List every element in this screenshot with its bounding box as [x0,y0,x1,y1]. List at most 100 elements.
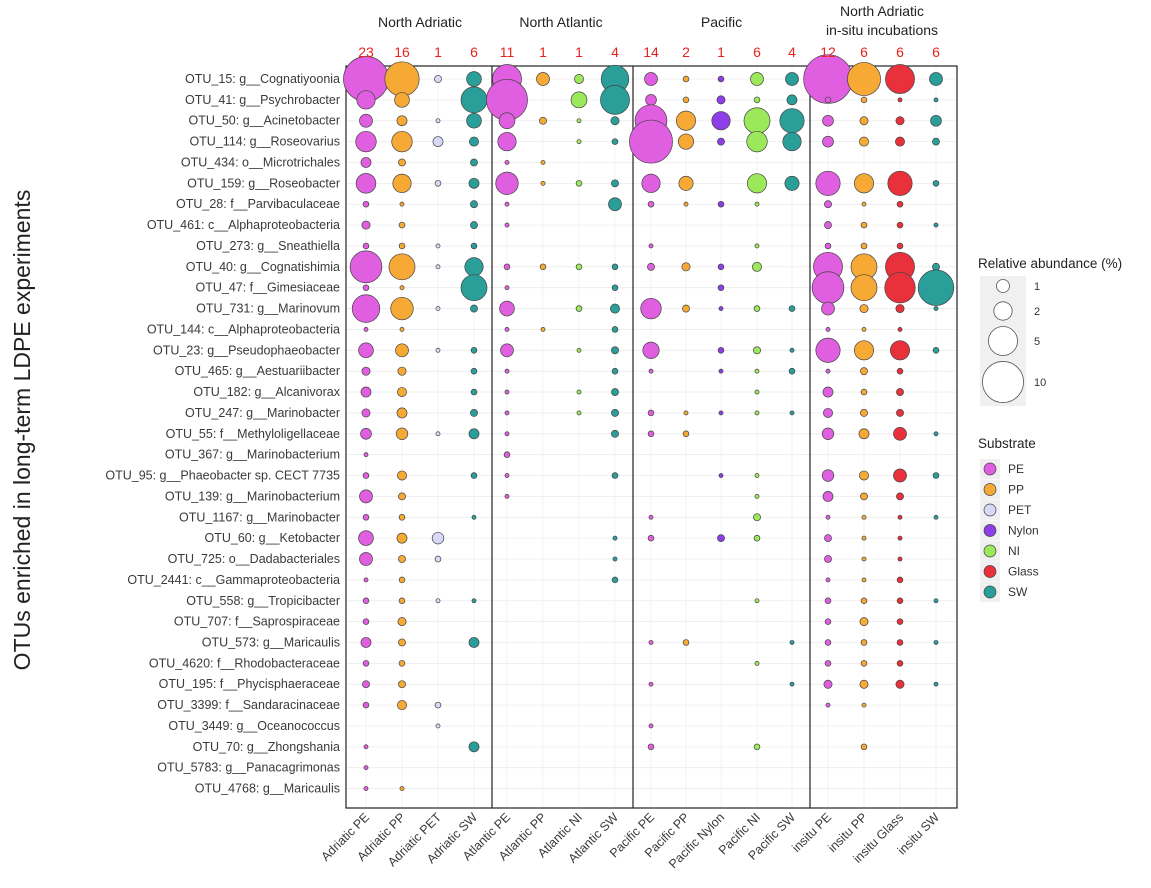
bubble-pe [360,386,372,398]
bubble-ni [754,493,760,499]
count-label: 1 [434,44,442,60]
bubble-pe [359,489,373,504]
bubble-pe [824,96,832,104]
count-label: 23 [358,44,374,60]
bubble-pp [540,160,546,165]
bubble-sw [788,367,796,375]
bubble-sw [460,86,488,114]
bubble-pp [398,638,406,647]
bubble-pp [399,786,405,791]
bubble-sw [933,97,939,103]
bubble-pp [398,576,406,584]
bubble-sw [789,410,795,416]
size-legend-label: 10 [1034,377,1046,389]
bubble-sw [469,136,479,147]
bubble-pp [540,327,546,332]
bubble-pp [398,597,406,605]
bubble-sw [789,347,795,353]
bubble-sw [608,197,622,212]
bubble-pe [825,577,831,583]
substrate-legend-swatch [983,544,997,558]
bubble-pet [435,431,441,437]
group-label: North Adriatic [840,3,924,19]
bubble-pe [824,639,832,646]
bubble-sw [460,274,488,302]
row-label: OTU_2441: c__Gammaproteobacteria [127,573,340,587]
row-label: OTU_95: g__Phaeobacter sp. CECT 7735 [105,469,340,483]
row-label: OTU_247: g__Marinobacter [185,406,340,420]
row-label: OTU_4620: f__Rhodobacteraceae [149,656,340,670]
count-label: 1 [539,44,547,60]
bubble-pe [647,262,655,271]
bubble-glass [896,492,904,501]
bubble-pp [847,62,881,96]
bubble-glass [896,242,904,250]
bubble-pe [825,514,831,520]
bubble-pe [361,408,371,418]
bubble-pe [359,113,373,128]
bubble-sw [612,535,618,541]
bubble-pe [822,491,834,502]
bubble-pp [397,617,407,627]
bubble-pe [821,427,835,440]
bubble-sw [930,114,942,127]
bubble-pp [397,387,407,397]
bubble-pe [499,300,515,317]
bubble-pp [539,263,547,271]
bubble-pet [432,136,444,147]
bubble-pp [398,221,406,229]
bubble-pe [504,327,510,332]
row-label: OTU_725: o__Dadabacteriales [168,552,340,566]
row-label: OTU_15: g__Cognatiyoonia [185,72,340,86]
bubble-pe [360,157,372,168]
count-label: 12 [820,44,836,60]
bubble-sw [468,428,480,440]
bubble-glass [896,639,904,646]
bubble-pp [682,639,690,646]
bubble-pe [358,530,374,546]
bubble-pp [859,304,869,314]
bubble-pe [360,428,372,440]
bubble-pe [362,680,370,689]
bubble-ni [746,130,768,153]
bubble-pp [398,158,406,167]
bubble-glass [896,367,904,375]
bubble-pe [504,160,510,165]
bubble-ni [753,534,761,542]
bubble-pe [356,90,376,110]
bubble-pe [644,72,658,86]
bubble-pp [398,555,406,563]
bubble-pp [395,343,409,358]
bubble-pe [362,284,370,291]
bubble-pe [361,366,371,376]
count-label: 6 [932,44,940,60]
bubble-pe [355,130,377,153]
bubble-pp [398,660,406,667]
row-label: OTU_273: g__Sneathiella [196,239,340,253]
bubble-pp [397,470,407,481]
bubble-sw [468,741,480,753]
size-legend-circle [982,361,1024,403]
bubble-pp [396,407,408,419]
row-label: OTU_55: f__Methyloligellaceae [166,427,340,441]
bubble-sw [788,305,796,312]
bubble-nylon [717,137,725,146]
bubble-pp [854,173,874,194]
bubble-ni [575,180,583,187]
bubble-glass [887,170,913,196]
bubble-ni [754,473,760,478]
bubble-pp [677,133,695,150]
bubble-pe [824,242,832,250]
bubble-pe [362,618,370,625]
substrate-legend-label: NI [1008,544,1020,558]
bubble-sw [933,598,939,604]
bubble-sw [789,640,795,645]
bubble-pe [358,342,374,359]
row-label: OTU_114: g__Roseovarius [189,135,340,149]
y-axis-title: OTUs enriched in long-term LDPE experime… [9,190,35,671]
bubble-sw [611,346,619,355]
bubble-pe [825,702,831,708]
count-label: 4 [788,44,796,60]
row-label: OTU_707: f__Saprospiraceae [174,615,340,629]
